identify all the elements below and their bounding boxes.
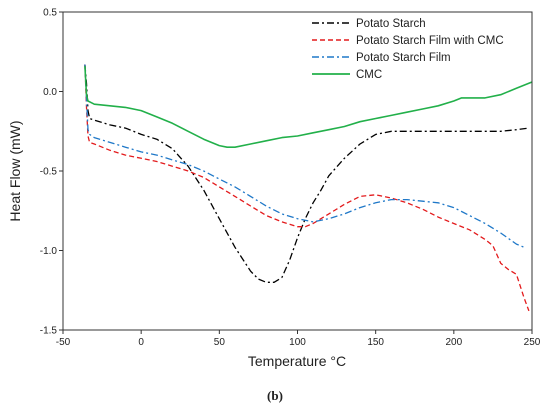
x-tick-label: 0 — [138, 337, 144, 348]
x-tick-label: -50 — [56, 337, 71, 348]
tick-layer: -50 0 50 100 150 200 250 0.5 0.0 -0.5 -1.0 -1.5 — [40, 8, 541, 349]
y-tick-label: 0.5 — [43, 8, 57, 19]
y-tick-label: -0.5 — [40, 167, 58, 178]
series-layer — [84, 64, 533, 312]
legend: Potato Starch Potato Starch Film with CMC… — [312, 18, 504, 81]
x-axis-title: Temperature °C — [248, 353, 346, 369]
x-tick-label: 150 — [367, 337, 384, 348]
series-line-1 — [84, 64, 529, 283]
x-tick-label: 100 — [289, 337, 306, 348]
legend-label-3: Potato Starch Film — [356, 52, 451, 64]
y-tick-label: -1.0 — [40, 246, 58, 257]
x-tick-label: 250 — [524, 337, 541, 348]
x-tick-label: 50 — [214, 337, 226, 348]
series-line-3 — [84, 64, 525, 248]
series-line-2 — [84, 64, 530, 312]
legend-label-2: Potato Starch Film with CMC — [356, 35, 504, 47]
y-tick-label: -1.5 — [40, 326, 58, 337]
x-tick-label: 200 — [445, 337, 462, 348]
legend-label-1: Potato Starch — [356, 18, 426, 30]
figure-caption: (b) — [267, 388, 283, 403]
y-axis-title: Heat Flow (mW) — [7, 120, 23, 221]
series-line-4 — [84, 66, 533, 148]
y-tick-label: 0.0 — [43, 87, 57, 98]
legend-label-4: CMC — [356, 69, 382, 81]
